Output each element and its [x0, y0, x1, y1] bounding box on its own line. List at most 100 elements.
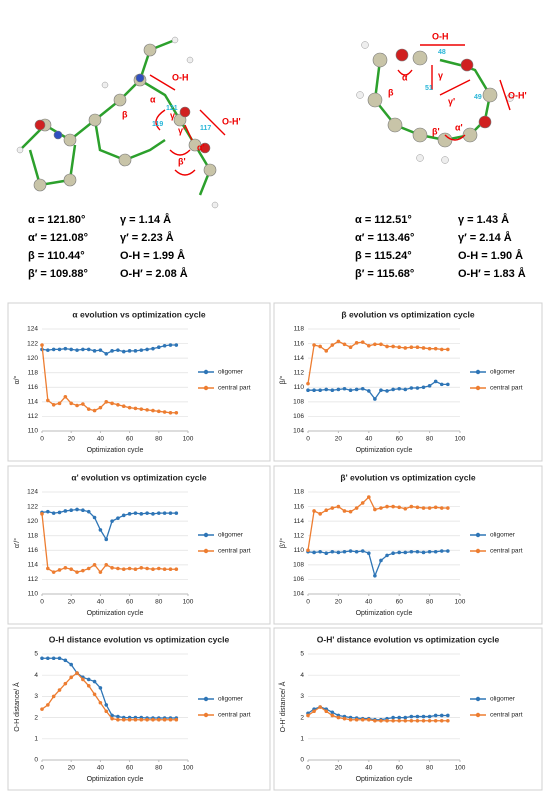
point	[348, 717, 353, 722]
point	[174, 410, 179, 415]
point	[348, 388, 353, 393]
parameter: γ = 1.43 Å	[458, 213, 509, 226]
point	[63, 658, 68, 663]
point	[69, 347, 73, 352]
point	[127, 512, 132, 516]
point	[63, 509, 68, 513]
parameter: α′ = 113.46°	[355, 232, 414, 244]
legend-marker	[475, 532, 481, 538]
y-tick-label: 4	[300, 672, 304, 679]
chart-title: O-H distance evolution vs optimization c…	[49, 634, 230, 644]
point	[385, 553, 389, 558]
point	[139, 512, 144, 516]
point	[121, 404, 126, 409]
point	[354, 549, 359, 554]
point	[121, 717, 126, 722]
chart: O-H' distance evolution vs optimization …	[273, 627, 543, 791]
chart-frame	[273, 465, 543, 625]
y-tick-label: 1	[300, 736, 304, 743]
molecule-label: α	[402, 72, 408, 82]
y-tick-label: 1	[34, 736, 38, 743]
molecule-number: 49	[474, 94, 482, 101]
x-tick-label: 20	[335, 436, 343, 443]
molecule-label: O-H'	[508, 90, 527, 100]
parameter: β′ = 115.68°	[355, 268, 414, 280]
point	[40, 343, 44, 347]
chart-title: β evolution vs optimization cycle	[341, 309, 474, 319]
point	[133, 406, 138, 411]
point	[145, 566, 149, 571]
point	[51, 656, 56, 661]
legend-marker	[203, 385, 209, 391]
molecule-right: O-H α β γ γ' O-H' α' β' 48 51 49	[356, 31, 527, 164]
y-tick-label: 0	[34, 757, 38, 764]
point	[360, 386, 365, 391]
point	[139, 407, 144, 411]
point	[139, 717, 144, 722]
x-tick-label: 60	[396, 436, 404, 443]
y-tick-label: 114	[28, 562, 39, 569]
y-tick-label: 120	[27, 518, 38, 525]
x-axis-label: Optimization cycle	[356, 610, 413, 617]
point	[354, 506, 359, 510]
chart: β evolution vs optimization cycle 104 106 1…	[273, 302, 543, 462]
parameter: O-H′ = 2.08 Å	[120, 267, 188, 280]
point	[403, 550, 408, 555]
point	[421, 714, 426, 719]
y-tick-label: 110	[28, 428, 39, 435]
point	[98, 570, 103, 574]
x-tick-label: 0	[40, 436, 44, 443]
point	[92, 679, 97, 684]
point	[63, 346, 68, 351]
point	[439, 382, 444, 387]
point	[174, 567, 179, 572]
y-tick-label: 118	[28, 369, 39, 376]
point	[415, 386, 420, 390]
point	[318, 705, 322, 709]
x-tick-label: 40	[97, 599, 105, 606]
x-axis-label: Optimization cycle	[87, 776, 144, 783]
molecule-number: 119	[152, 121, 163, 128]
molecule-number: 121	[166, 105, 178, 112]
legend-label: central part	[218, 548, 251, 555]
point	[379, 558, 383, 563]
y-tick-label: 114	[294, 518, 305, 525]
point	[342, 509, 347, 513]
point	[336, 504, 341, 509]
point	[104, 400, 109, 404]
point	[330, 713, 335, 718]
y-tick-label: 122	[27, 503, 38, 510]
x-tick-label: 20	[68, 599, 76, 606]
point	[151, 567, 155, 572]
point	[104, 537, 109, 542]
point	[367, 389, 371, 393]
point	[409, 504, 414, 509]
legend-label: oligomer	[490, 369, 516, 376]
chart-frame	[7, 627, 271, 791]
point	[397, 345, 402, 350]
point	[373, 718, 377, 723]
y-tick-label: 110	[28, 591, 39, 598]
point	[92, 563, 97, 567]
point	[133, 567, 138, 572]
point	[367, 717, 371, 722]
point	[336, 550, 341, 555]
chart: α evolution vs optimization cycle 110 112 1…	[7, 302, 271, 462]
point	[116, 516, 120, 521]
legend-marker	[475, 548, 481, 554]
molecule-label: β'	[432, 126, 440, 136]
point	[139, 565, 144, 570]
point	[168, 567, 173, 572]
legend-marker	[203, 369, 209, 375]
y-tick-label: 118	[294, 489, 305, 496]
point	[63, 681, 68, 686]
point	[312, 509, 316, 513]
legend-label: oligomer	[218, 369, 244, 376]
x-tick-label: 80	[426, 765, 434, 772]
point	[433, 713, 438, 718]
point	[168, 511, 173, 515]
point	[330, 343, 335, 347]
point	[157, 345, 161, 350]
point	[439, 718, 444, 723]
point	[385, 344, 389, 349]
